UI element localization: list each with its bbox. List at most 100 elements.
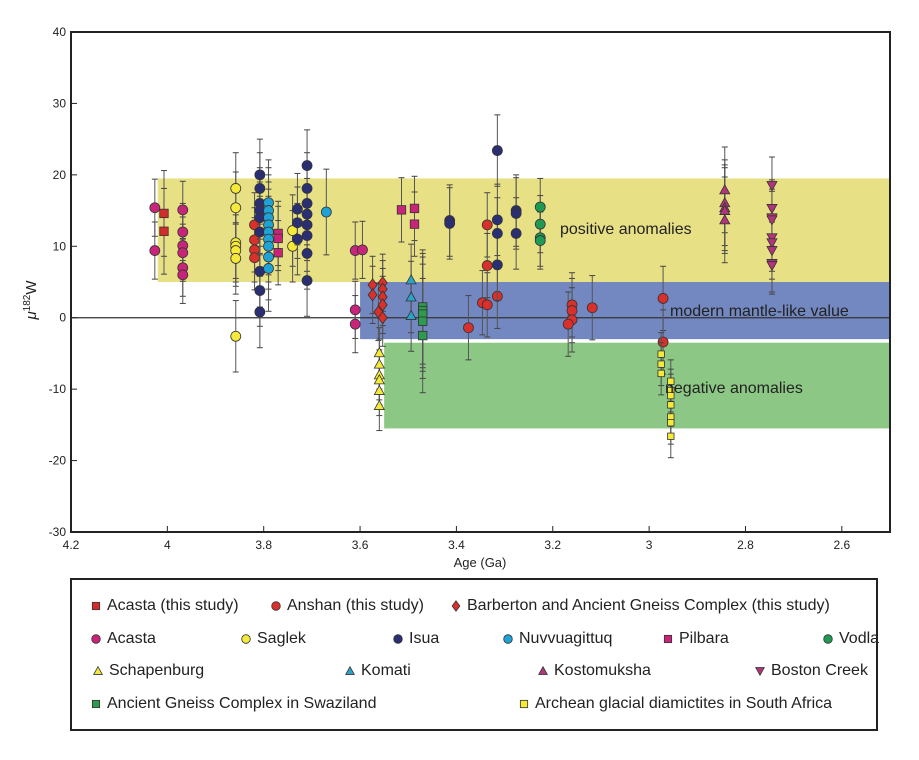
x-tick-label: 3.2 bbox=[544, 538, 561, 552]
band-annotation: positive anomalies bbox=[560, 221, 692, 238]
y-tick-label: 0 bbox=[59, 311, 66, 325]
legend-marker bbox=[823, 634, 833, 644]
data-point bbox=[373, 399, 386, 410]
data-point bbox=[301, 183, 313, 194]
data-point bbox=[377, 311, 388, 325]
x-tick-label: 3.4 bbox=[448, 538, 465, 552]
data-point bbox=[586, 302, 598, 314]
legend-marker-icon bbox=[755, 667, 765, 677]
data-point bbox=[491, 228, 503, 239]
data-point bbox=[149, 245, 161, 256]
legend-marker-icon bbox=[823, 634, 833, 644]
legend-item: Komati bbox=[344, 662, 411, 680]
series-13 bbox=[418, 249, 428, 394]
data-point bbox=[254, 285, 266, 296]
data-point bbox=[301, 275, 313, 286]
data-point bbox=[566, 305, 578, 316]
legend-item: Barberton and Ancient Gneiss Complex (th… bbox=[450, 597, 830, 615]
data-point bbox=[667, 391, 675, 400]
data-point bbox=[534, 201, 546, 213]
data-point bbox=[230, 202, 242, 214]
series-14 bbox=[657, 332, 675, 459]
legend-marker bbox=[451, 600, 461, 612]
data-point bbox=[373, 346, 386, 358]
legend-marker bbox=[241, 634, 251, 644]
data-point bbox=[409, 203, 420, 214]
data-point bbox=[510, 208, 522, 219]
legend-label: Schapenburg bbox=[109, 662, 205, 679]
legend-marker bbox=[91, 699, 101, 709]
legend-item: Saglek bbox=[240, 630, 306, 648]
data-point bbox=[510, 228, 522, 239]
y-label-sup: 182 bbox=[22, 294, 33, 311]
data-point bbox=[766, 181, 778, 192]
data-point bbox=[249, 252, 260, 264]
data-point bbox=[373, 358, 386, 369]
data-point bbox=[377, 298, 388, 312]
legend-label: Boston Creek bbox=[771, 662, 868, 679]
legend-item: Acasta (this study) bbox=[90, 597, 239, 615]
data-point bbox=[418, 330, 428, 341]
data-point bbox=[301, 208, 313, 220]
legend-label: Anshan (this study) bbox=[287, 597, 424, 614]
data-point bbox=[463, 322, 474, 334]
data-point bbox=[357, 244, 368, 256]
y-tick-label: -10 bbox=[49, 382, 67, 396]
series-7 bbox=[273, 175, 420, 286]
data-point bbox=[657, 293, 669, 304]
legend-item: Ancient Gneiss Complex in Swaziland bbox=[90, 695, 376, 713]
data-point bbox=[667, 377, 675, 385]
legend-label: Pilbara bbox=[679, 630, 729, 647]
data-point bbox=[491, 145, 503, 156]
data-point bbox=[254, 169, 266, 181]
legend-marker-icon bbox=[91, 699, 101, 709]
series-0 bbox=[159, 170, 169, 275]
data-point bbox=[373, 384, 386, 395]
data-point bbox=[719, 184, 731, 195]
legend-marker-icon bbox=[538, 665, 548, 675]
data-point bbox=[177, 226, 189, 238]
band-1 bbox=[360, 282, 890, 340]
data-point bbox=[481, 299, 493, 311]
data-point bbox=[667, 401, 675, 409]
data-point bbox=[159, 226, 169, 236]
data-point bbox=[230, 183, 242, 194]
legend-marker bbox=[755, 667, 765, 677]
legend-marker-icon bbox=[503, 634, 513, 644]
data-point bbox=[667, 419, 675, 427]
data-point bbox=[273, 248, 283, 258]
band-annotation: modern mantle-like value bbox=[670, 303, 849, 320]
legend-label: Barberton and Ancient Gneiss Complex (th… bbox=[467, 597, 830, 614]
data-point bbox=[230, 253, 242, 264]
data-point bbox=[657, 350, 665, 358]
data-point bbox=[373, 374, 386, 385]
legend-item: Schapenburg bbox=[92, 662, 204, 680]
plot-frame bbox=[70, 31, 891, 533]
legend-marker bbox=[91, 634, 101, 644]
legend-marker bbox=[393, 634, 403, 644]
legend-marker bbox=[503, 634, 513, 644]
legend-marker bbox=[345, 665, 355, 675]
series-10 bbox=[405, 243, 417, 352]
data-point bbox=[562, 318, 574, 330]
legend-label: Vodla bbox=[839, 630, 880, 647]
legend-label: Acasta bbox=[107, 630, 156, 647]
data-point bbox=[292, 203, 303, 215]
data-point bbox=[766, 261, 778, 272]
data-point bbox=[301, 198, 313, 209]
x-tick-label: 3.8 bbox=[255, 538, 272, 552]
legend-marker bbox=[663, 634, 673, 644]
legend-label: Isua bbox=[409, 630, 440, 647]
legend-item: Nuvvuagittuq bbox=[502, 630, 612, 648]
series-5 bbox=[254, 114, 522, 349]
x-axis-label: Age (Ga) bbox=[454, 555, 507, 570]
data-point bbox=[766, 246, 778, 257]
data-point bbox=[481, 219, 493, 231]
legend-label: Komati bbox=[361, 662, 411, 679]
data-point bbox=[396, 205, 407, 215]
data-point bbox=[534, 235, 546, 246]
data-point bbox=[149, 202, 161, 214]
legend-label: Ancient Gneiss Complex in Swaziland bbox=[107, 695, 377, 712]
data-point bbox=[349, 318, 361, 330]
data-point bbox=[444, 218, 456, 229]
